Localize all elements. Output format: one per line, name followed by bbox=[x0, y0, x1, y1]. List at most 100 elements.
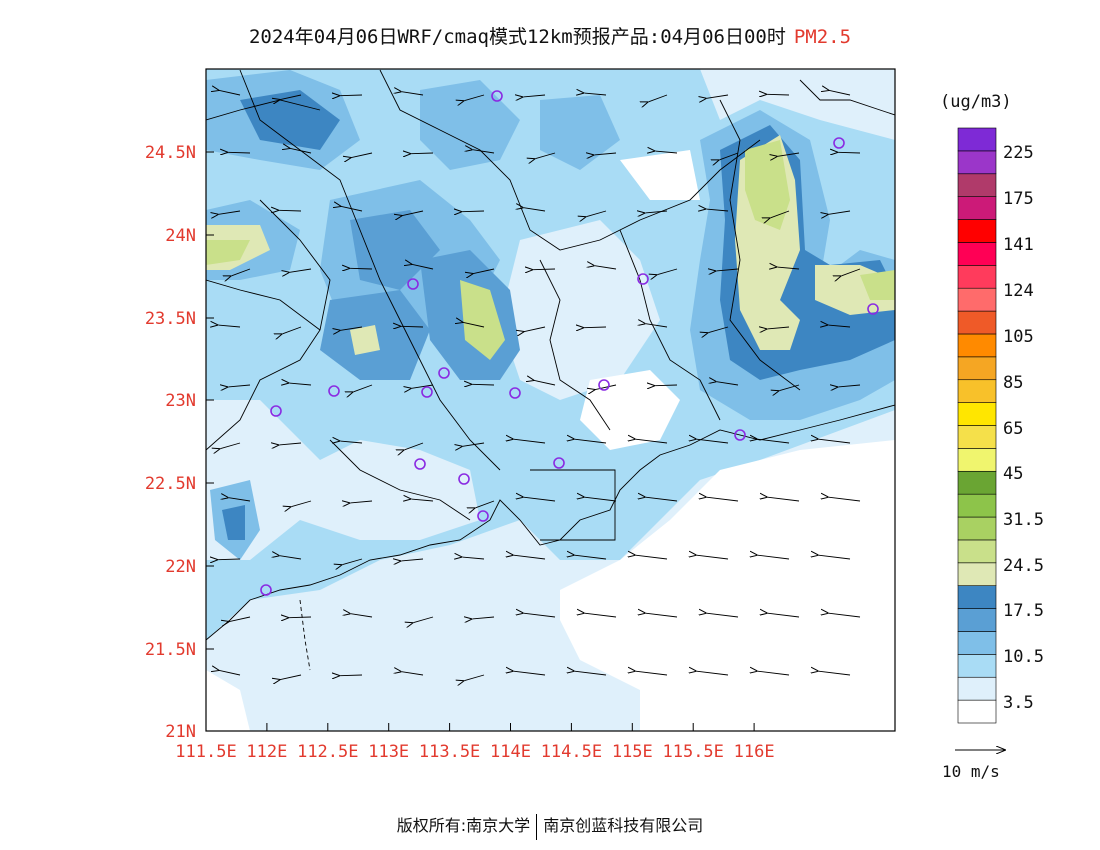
wind-vector bbox=[524, 613, 556, 618]
wind-vector bbox=[279, 443, 302, 445]
station-marker bbox=[491, 90, 503, 102]
legend-swatch bbox=[957, 493, 997, 518]
wind-vector bbox=[575, 555, 607, 560]
field-green-ne bbox=[745, 140, 790, 230]
legend-swatch bbox=[957, 127, 997, 152]
wind-vector bbox=[514, 671, 546, 676]
field-high-sw bbox=[222, 505, 245, 540]
wind-vector bbox=[838, 385, 861, 387]
field-high-nw bbox=[240, 90, 340, 150]
boundary-2 bbox=[379, 69, 761, 251]
wind-vector bbox=[770, 210, 790, 218]
wind-vector bbox=[768, 497, 800, 502]
wind-vector bbox=[228, 385, 251, 387]
field-clean-north bbox=[620, 150, 700, 200]
wind-vector bbox=[282, 326, 302, 334]
wind-vector bbox=[231, 268, 251, 276]
field-very-low-east bbox=[500, 220, 660, 400]
wind-vector bbox=[646, 324, 668, 328]
wind-vector bbox=[707, 613, 739, 618]
wind-vector bbox=[584, 93, 607, 95]
wind-vector bbox=[350, 501, 373, 503]
wind-vector bbox=[535, 152, 556, 159]
legend-swatch bbox=[957, 676, 997, 701]
field-mid2-center bbox=[350, 210, 440, 290]
wind-vector bbox=[524, 326, 546, 332]
station-marker bbox=[734, 429, 746, 441]
wind-vector bbox=[220, 442, 241, 449]
wind-vector bbox=[412, 384, 434, 388]
wind-vector bbox=[707, 497, 739, 502]
wind-vector bbox=[586, 210, 607, 217]
wind-vector bbox=[636, 439, 668, 444]
wind-vector bbox=[291, 500, 312, 507]
legend-swatch bbox=[957, 402, 997, 426]
legend-swatch bbox=[957, 265, 997, 289]
wind-vector bbox=[841, 268, 861, 276]
copyright-separator bbox=[536, 813, 538, 840]
wind-vector bbox=[708, 326, 729, 333]
legend-label: 24.5 bbox=[1003, 556, 1044, 576]
wind-vector bbox=[829, 613, 861, 618]
field-mid-n2 bbox=[540, 95, 620, 170]
wind-vector bbox=[594, 153, 617, 155]
wind-vector bbox=[218, 559, 241, 560]
wind-vector bbox=[778, 152, 800, 156]
legend-swatch bbox=[957, 379, 997, 403]
lat-tick-label: 24.5N bbox=[145, 143, 196, 163]
wind-vector bbox=[575, 439, 607, 444]
wind-vector bbox=[697, 555, 729, 560]
wind-vector bbox=[289, 383, 312, 385]
wind-vector bbox=[472, 617, 495, 619]
wind-vector bbox=[595, 384, 617, 390]
longitude-axis: 111.5E 112E 112.5E 113E 113.5E 114E 114.5E 115E… bbox=[175, 723, 775, 762]
wind-vector bbox=[402, 92, 424, 96]
legend-swatch bbox=[957, 242, 997, 266]
wind-vector-field bbox=[218, 90, 861, 680]
wind-vector bbox=[404, 442, 424, 450]
wind-vector bbox=[228, 152, 251, 153]
station-marker bbox=[509, 387, 521, 399]
copyright-line: 版权所有:南京大学 南京创蓝科技有限公司 bbox=[0, 812, 1100, 840]
boundary-5 bbox=[206, 199, 331, 451]
station-marker bbox=[421, 386, 433, 398]
wind-vector bbox=[706, 209, 729, 211]
color-legend: 225 175 141 124 105 85 65 45 31.5 24.5 17.5 10.5 3.5 bbox=[957, 127, 1044, 724]
wind-vector bbox=[463, 322, 485, 328]
legend-swatch bbox=[957, 448, 997, 472]
lon-tick-label: 112E bbox=[246, 742, 287, 762]
boundary-8 bbox=[799, 79, 895, 116]
lat-tick-label: 22N bbox=[165, 557, 196, 577]
wind-vector bbox=[229, 616, 251, 622]
wind-vector bbox=[411, 499, 434, 501]
station-marker bbox=[553, 457, 565, 469]
wind-vector bbox=[514, 555, 546, 560]
wind-vector bbox=[219, 670, 241, 676]
wind-vector bbox=[767, 94, 790, 95]
station-marker bbox=[477, 510, 489, 522]
boundary-9 bbox=[719, 99, 801, 391]
wind-vector bbox=[219, 90, 241, 96]
station-marker bbox=[598, 379, 610, 391]
title-main: 2024年04月06日WRF/cmaq模式12km预报产品:04月06日00时 bbox=[248, 26, 786, 48]
legend-swatch bbox=[957, 631, 997, 655]
wind-vector bbox=[475, 500, 495, 508]
station-marker bbox=[637, 273, 649, 285]
legend-swatch bbox=[957, 287, 997, 312]
wind-vector bbox=[595, 266, 617, 270]
wind-vector bbox=[219, 210, 241, 214]
legend-swatch bbox=[957, 356, 997, 381]
wind-vector bbox=[218, 325, 241, 327]
coastline bbox=[206, 404, 895, 641]
station-marker bbox=[867, 303, 879, 315]
legend-swatch bbox=[957, 539, 997, 564]
wind-vector bbox=[646, 613, 678, 618]
field-very-low-delta bbox=[300, 440, 480, 540]
legend-swatch bbox=[957, 470, 997, 495]
wind-vector bbox=[829, 497, 861, 502]
lat-tick-label: 23.5N bbox=[145, 309, 196, 329]
copyright-left: 版权所有:南京大学 bbox=[396, 816, 531, 835]
legend-label: 3.5 bbox=[1003, 693, 1034, 713]
wind-vector bbox=[472, 384, 495, 385]
lon-tick-label: 113.5E bbox=[419, 742, 480, 762]
